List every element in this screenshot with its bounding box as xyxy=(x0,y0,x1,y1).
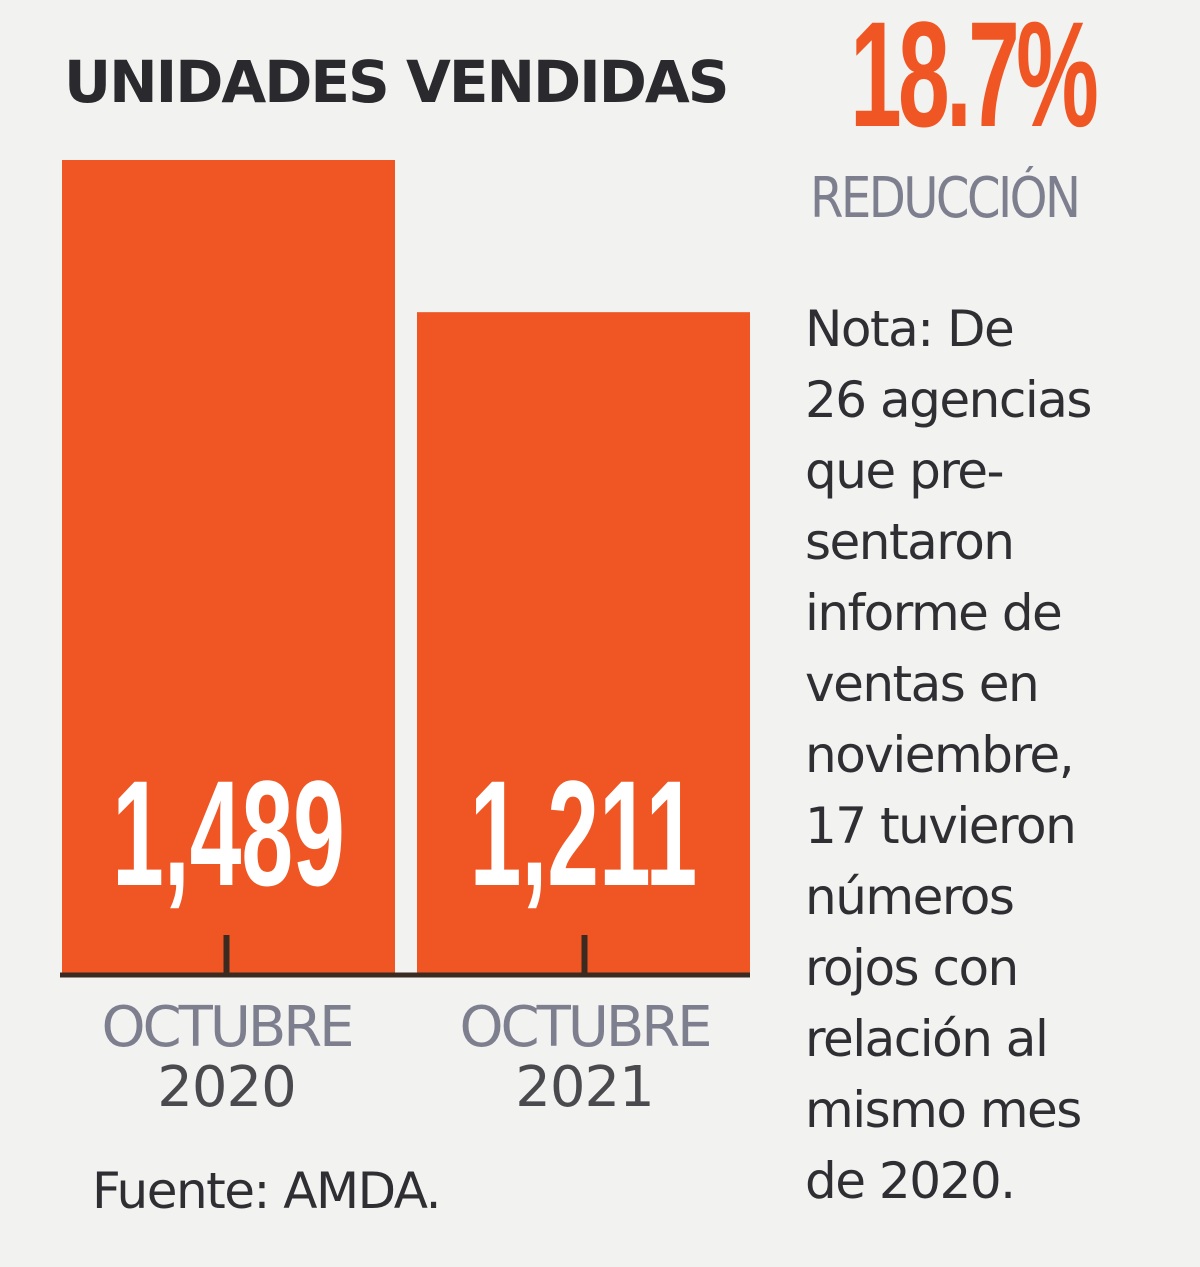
source-text: Fuente: AMDA. xyxy=(92,1162,441,1220)
category-label-month: OCTUBRE xyxy=(101,995,351,1060)
category-label-year: 2021 xyxy=(515,1055,654,1120)
bar-2020 xyxy=(62,160,395,975)
reduction-percent: 18.7% xyxy=(850,0,1099,158)
category-label-year: 2020 xyxy=(157,1055,296,1120)
value-label-2020: 1,489 xyxy=(112,750,345,917)
reduction-label: REDUCCIÓN xyxy=(810,166,1081,231)
value-label-2021: 1,211 xyxy=(470,750,698,917)
note-text: Nota: De 26 agencias que pre- sentaron i… xyxy=(805,300,1092,1210)
chart-title: UNIDADES VENDIDAS xyxy=(64,48,730,116)
bar-2021 xyxy=(417,312,750,975)
category-label-month: OCTUBRE xyxy=(459,995,709,1060)
